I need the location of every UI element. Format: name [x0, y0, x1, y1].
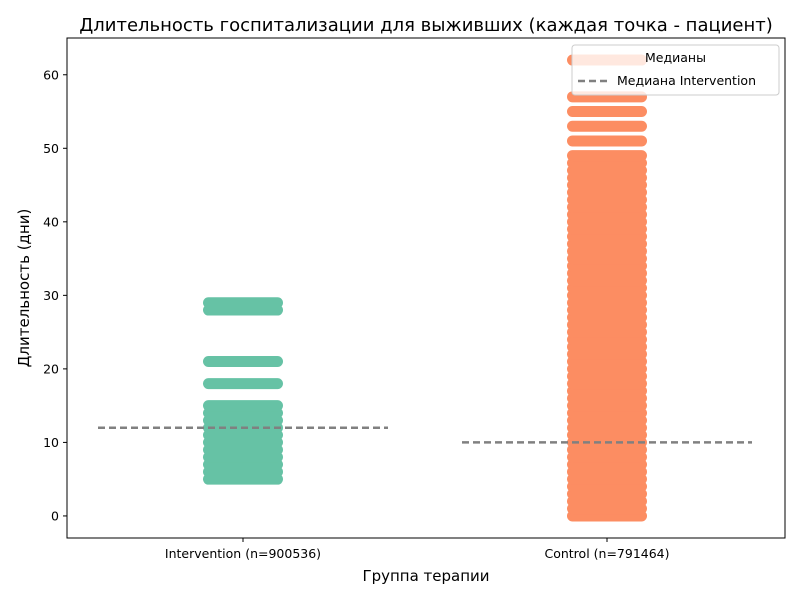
y-tick-label: 60	[43, 67, 59, 82]
series-intervention	[203, 297, 283, 485]
y-axis: 0 10 20 30 40 50 60	[43, 67, 67, 523]
data-point	[203, 378, 283, 390]
legend-box	[571, 44, 780, 96]
x-tick-label: Control (n=791464)	[544, 546, 669, 561]
legend-label-median-intervention: Медиана Intervention	[617, 73, 756, 88]
y-axis-label: Длительность (дни)	[15, 209, 33, 368]
x-tick-label: Intervention (n=900536)	[165, 546, 321, 561]
y-tick-label: 0	[51, 508, 59, 523]
data-point	[203, 400, 283, 412]
data-point	[203, 297, 283, 309]
y-tick-label: 30	[43, 288, 59, 303]
data-point	[567, 150, 647, 162]
chart-title: Длительность госпитализации для выживших…	[79, 15, 773, 36]
x-axis-label: Группа терапии	[362, 567, 489, 585]
y-tick-label: 10	[43, 435, 59, 450]
data-point	[567, 120, 647, 132]
chart-marks	[98, 54, 752, 522]
y-tick-label: 50	[43, 141, 59, 156]
data-point	[567, 106, 647, 118]
data-point	[567, 135, 647, 147]
x-axis: Intervention (n=900536) Control (n=791464…	[165, 538, 670, 561]
y-tick-label: 40	[43, 214, 59, 229]
y-tick-label: 20	[43, 361, 59, 376]
legend: Медианы Медиана Intervention	[571, 44, 780, 96]
plot-frame	[66, 37, 786, 539]
median-lines	[98, 426, 752, 444]
legend-title: Медианы	[645, 50, 706, 65]
series-control	[567, 54, 647, 522]
data-point	[203, 356, 283, 368]
